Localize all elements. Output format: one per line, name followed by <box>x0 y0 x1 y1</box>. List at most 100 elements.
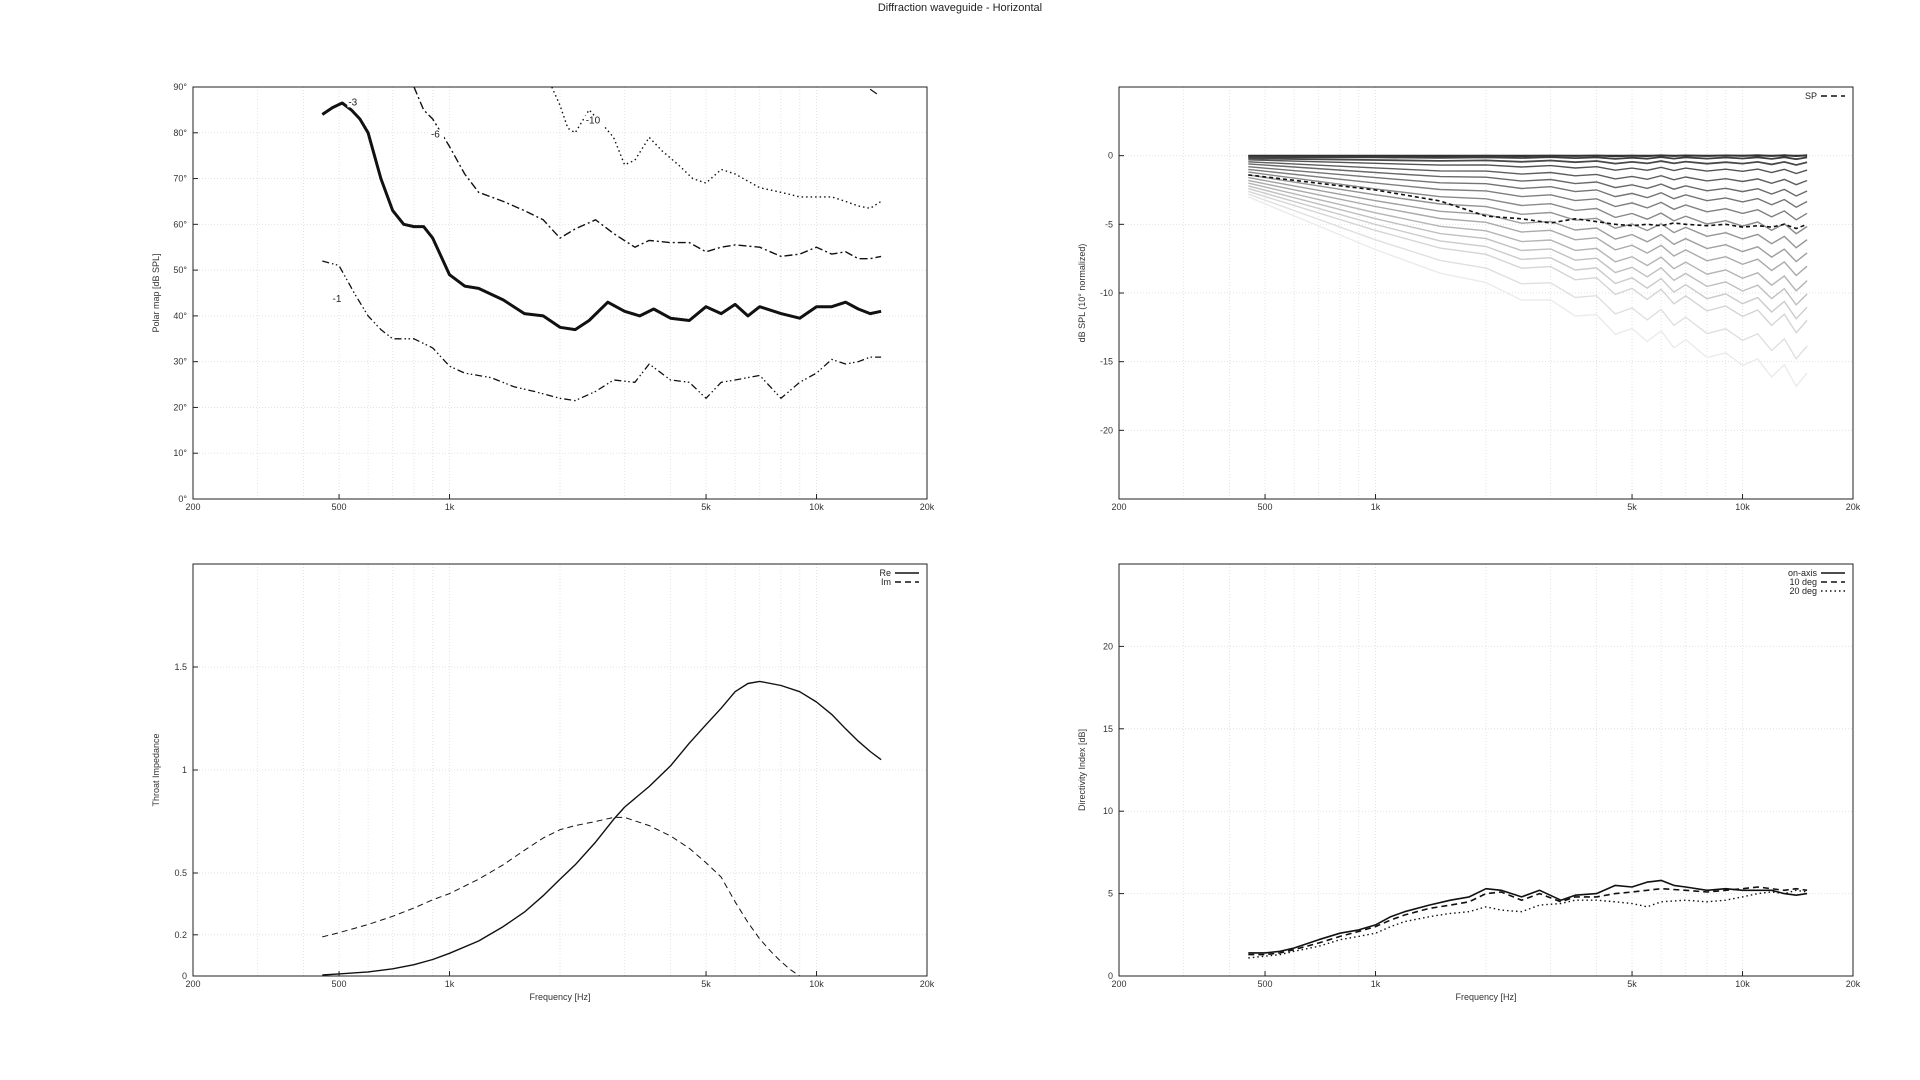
x-tick-label: 10k <box>1735 979 1750 989</box>
legend-label: on-axis <box>1788 568 1818 578</box>
y-tick-label: 0.5 <box>174 868 187 878</box>
series-line <box>322 816 800 976</box>
contour-label: -10 <box>586 116 601 127</box>
page-title: Diffraction waveguide - Horizontal <box>877 2 1043 14</box>
y-axis-label: Directivity Index [dB] <box>1077 729 1087 811</box>
y-tick-label: -5 <box>1105 219 1113 229</box>
x-tick-label: 500 <box>1258 979 1273 989</box>
y-tick-label: 70° <box>173 174 187 184</box>
x-tick-label: 5k <box>701 502 711 512</box>
polar-map-chart: 200 500 1k 5k 10k 20k 0° 10° 20° 30° 40° 50° 60° 70° 8… <box>151 82 935 512</box>
polar-response-line <box>1248 157 1808 166</box>
y-tick-label: 10 <box>1103 806 1113 816</box>
x-tick-label: 5k <box>1627 979 1637 989</box>
polar-response-line <box>1248 196 1808 388</box>
y-tick-label: 0.2 <box>174 930 187 940</box>
x-tick-label: 500 <box>332 502 347 512</box>
legend-label: SP <box>1805 91 1817 101</box>
series-line <box>1248 889 1808 959</box>
x-tick-label: 10k <box>809 502 824 512</box>
y-axis-label: dB SPL (10° normalized) <box>1077 244 1087 343</box>
y-tick-label: 50° <box>173 265 187 275</box>
polar-response-line <box>1248 190 1808 334</box>
polar-response-line <box>1248 168 1808 221</box>
series-line <box>1248 886 1808 956</box>
throat-impedance-chart: 200 500 1k 5k 10k 20k 0 0.2 0.5 1 1.5 Throat Impeda… <box>151 563 935 1002</box>
normalized-spl-data <box>1248 154 1808 388</box>
x-tick-label: 200 <box>1111 979 1126 989</box>
polar-response-line <box>1248 171 1808 235</box>
x-axis-label: Frequency [Hz] <box>1455 992 1516 1002</box>
x-tick-label: 500 <box>332 979 347 989</box>
contour-label: -1 <box>333 294 342 305</box>
x-tick-label: 200 <box>185 979 200 989</box>
x-axis-label: Frequency [Hz] <box>529 992 590 1002</box>
y-tick-label: 1.5 <box>174 662 187 672</box>
x-tick-label: 500 <box>1258 502 1273 512</box>
series-line <box>321 101 882 332</box>
contour-label-bg <box>429 129 444 140</box>
x-tick-label: 1k <box>1371 979 1381 989</box>
x-tick-label: 10k <box>1735 502 1750 512</box>
polar-response-line <box>1248 187 1808 320</box>
legend-label: Re <box>879 568 891 578</box>
polar-response-line <box>1248 163 1808 197</box>
polar-response-line <box>1248 179 1808 277</box>
x-tick-label: 20k <box>1846 502 1861 512</box>
y-tick-label: 0 <box>182 971 187 981</box>
polar-response-line <box>1248 174 1808 249</box>
x-tick-label: 1k <box>1371 502 1381 512</box>
series-line <box>413 87 882 260</box>
directivity-index-chart: 200 500 1k 5k 10k 20k 0 5 10 15 20 Directivity Inde… <box>1077 563 1861 1002</box>
y-axis-label: Polar map [dB SPL] <box>151 253 161 332</box>
contour-label-bg <box>584 115 605 126</box>
y-axis-label: Throat Impedance <box>151 733 161 806</box>
x-tick-label: 5k <box>1627 502 1637 512</box>
series-line <box>322 680 882 976</box>
y-tick-label: 20° <box>173 402 187 412</box>
x-tick-label: 200 <box>1111 502 1126 512</box>
x-tick-label: 20k <box>1846 979 1861 989</box>
y-tick-label: 0 <box>1108 971 1113 981</box>
y-tick-label: 5 <box>1108 889 1113 899</box>
polar-response-line <box>1248 161 1808 186</box>
legend-label: 10 deg <box>1789 577 1817 587</box>
polar-response-line <box>1248 182 1808 292</box>
directivity-index-data <box>1248 879 1808 959</box>
polar-response-line <box>1248 193 1808 360</box>
plot-frame <box>192 86 928 500</box>
y-tick-label: 60° <box>173 219 187 229</box>
y-tick-label: 90° <box>173 82 187 92</box>
y-tick-label: 1 <box>182 765 187 775</box>
x-tick-label: 20k <box>920 979 935 989</box>
normalized-spl-chart: 200 500 1k 5k 10k 20k 0 -5 -10 -15 -20 dB SPL (10° … <box>1077 86 1861 512</box>
polar-response-line <box>1248 156 1808 161</box>
y-tick-label: -15 <box>1100 357 1113 367</box>
y-tick-label: 80° <box>173 128 187 138</box>
y-tick-label: 20 <box>1103 641 1113 651</box>
series-line <box>869 88 878 95</box>
contour-label-bg <box>331 294 346 305</box>
polar-response-line <box>1248 166 1808 209</box>
y-tick-label: 0° <box>178 494 187 504</box>
polar-response-line <box>1248 176 1808 263</box>
polar-response-line <box>1248 159 1808 175</box>
y-tick-label: -20 <box>1100 425 1113 435</box>
series-line <box>322 260 882 402</box>
legend-label: Im <box>881 577 891 587</box>
throat-impedance-data <box>322 680 882 976</box>
y-tick-label: -10 <box>1100 288 1113 298</box>
polar-response-line <box>1248 185 1808 306</box>
sp-curve <box>1248 174 1808 230</box>
contour-label-bg <box>347 97 362 108</box>
x-tick-label: 200 <box>185 502 200 512</box>
x-tick-label: 20k <box>920 502 935 512</box>
polar-response-line <box>1248 154 1808 158</box>
series-line <box>551 87 882 209</box>
x-tick-label: 1k <box>445 502 455 512</box>
polar-map-data: -1 -3 -6 -10 <box>321 87 882 402</box>
x-tick-label: 1k <box>445 979 455 989</box>
y-tick-label: 30° <box>173 357 187 367</box>
